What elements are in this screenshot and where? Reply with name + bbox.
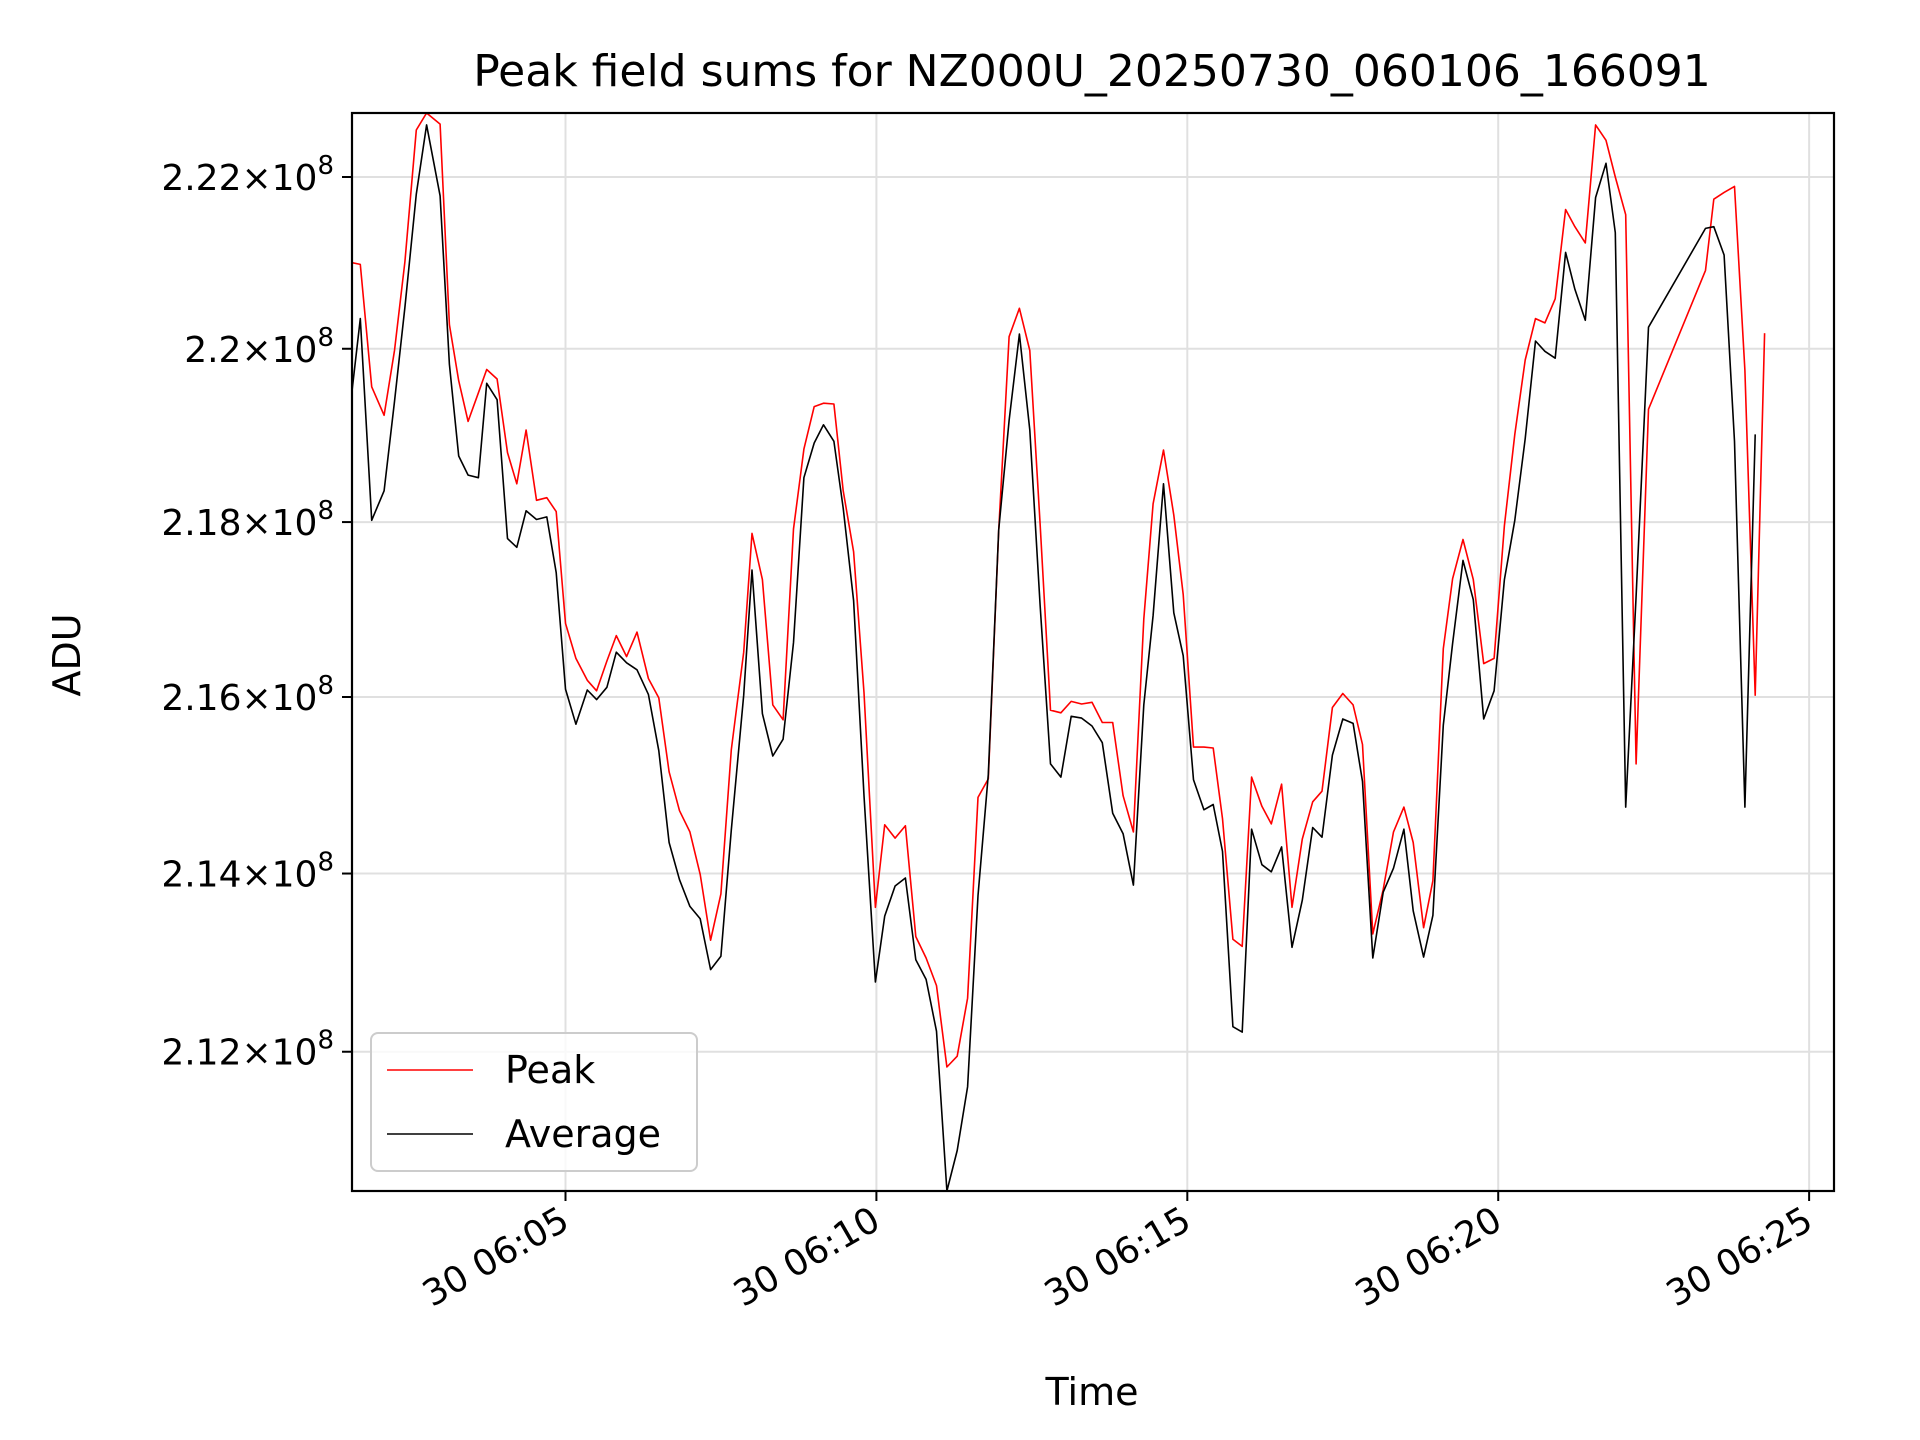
chart-title: Peak field sums for NZ000U_20250730_0601… <box>473 46 1711 97</box>
series-layer <box>352 113 1766 1191</box>
y-tick-times: ×10 <box>241 158 317 199</box>
legend-box <box>370 1032 698 1172</box>
y-tick-exponent: 8 <box>317 1026 334 1056</box>
legend-label-average: Average <box>505 1112 661 1156</box>
y-tick-exponent: 8 <box>317 323 334 353</box>
y-tick-mantissa: 2.2 <box>184 330 241 371</box>
y-tick-exponent: 8 <box>317 151 334 181</box>
y-tick-label: 2.16×108 <box>161 671 334 719</box>
plot-frame <box>350 111 1836 1193</box>
legend: Peak Average <box>370 1032 698 1172</box>
y-tick-mantissa: 2.22 <box>161 158 241 199</box>
y-tick-label: 2.14×108 <box>161 848 334 896</box>
x-axis-label: Time <box>1045 1370 1139 1414</box>
series-line-peak <box>352 113 1766 1068</box>
series-line-average <box>352 124 1756 1191</box>
y-tick-label: 2.18×108 <box>161 496 334 544</box>
y-tick-times: ×10 <box>241 678 317 719</box>
y-tick-mantissa: 2.14 <box>161 855 241 896</box>
y-tick-exponent: 8 <box>317 848 334 878</box>
legend-label-peak: Peak <box>505 1048 595 1092</box>
y-tick-exponent: 8 <box>317 671 334 701</box>
y-tick-times: ×10 <box>241 855 317 896</box>
y-tick-times: ×10 <box>241 330 317 371</box>
y-tick-times: ×10 <box>241 503 317 544</box>
y-axis-label: ADU <box>45 613 89 696</box>
y-tick-mantissa: 2.12 <box>161 1033 241 1074</box>
y-tick-label: 2.12×108 <box>161 1026 334 1074</box>
y-tick-mantissa: 2.16 <box>161 678 241 719</box>
y-tick-mantissa: 2.18 <box>161 503 241 544</box>
y-axis: 2.12×1082.14×1082.16×1082.18×1082.2×1082… <box>161 151 352 1074</box>
y-tick-label: 2.2×108 <box>184 323 334 371</box>
y-tick-times: ×10 <box>241 1033 317 1074</box>
y-tick-exponent: 8 <box>317 496 334 526</box>
y-tick-label: 2.22×108 <box>161 151 334 199</box>
